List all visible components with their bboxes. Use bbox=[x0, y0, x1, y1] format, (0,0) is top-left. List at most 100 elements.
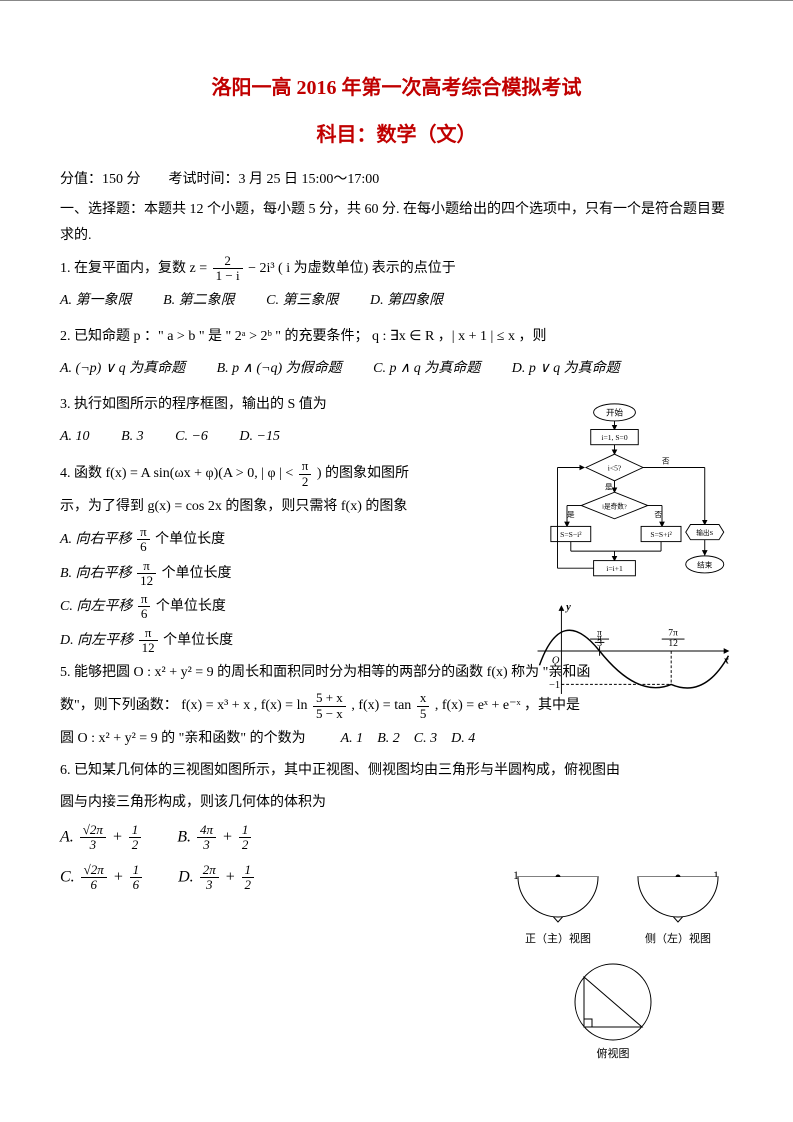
q4-stem-a: 4. 函数 f(x) = A sin(ωx + φ)(A > 0, | φ | … bbox=[60, 466, 293, 481]
q6d-f1: 2π3 bbox=[200, 863, 219, 893]
q2-opt-c: C. p ∧ q 为真命题 bbox=[373, 355, 480, 383]
q4b-post: 个单位长度 bbox=[162, 566, 232, 581]
q4a-frac: π6 bbox=[137, 525, 150, 555]
q6c-f1d: 6 bbox=[81, 878, 107, 892]
fc-no1: 否 bbox=[662, 457, 670, 466]
fc-cond1: i<5? bbox=[608, 463, 622, 472]
q2-opt-a: A. (¬p) ∨ q 为真命题 bbox=[60, 355, 185, 383]
q6c-f2n: 1 bbox=[130, 863, 143, 878]
sine-figure: y x O π π 3 7π 12 −1 bbox=[528, 596, 738, 706]
top-view-label: 俯视图 bbox=[597, 1046, 630, 1060]
q1-fraction: 2 1 − i bbox=[213, 254, 243, 284]
q4c-pre: C. 向左平移 bbox=[60, 599, 132, 614]
q6c-f2d: 6 bbox=[130, 878, 143, 892]
q5-l3: 圆 O : x² + y² = 9 的 "亲和函数" 的个数为 bbox=[60, 731, 306, 746]
side-view-label: 侧（左）视图 bbox=[645, 931, 711, 945]
q1-opt-b: B. 第二象限 bbox=[163, 287, 235, 315]
q6c-f2: 16 bbox=[130, 863, 143, 893]
q5-opt-a: A. 1 bbox=[341, 731, 364, 746]
q1-frac-den: 1 − i bbox=[213, 269, 243, 283]
q6c-pre: C. bbox=[60, 868, 75, 885]
q6a-f2: 12 bbox=[129, 823, 142, 853]
q5-f2-num: 5 + x bbox=[313, 691, 346, 706]
question-1: 1. 在复平面内，复数 z = 2 1 − i − 2i³ ( i 为虚数单位)… bbox=[60, 254, 733, 284]
q4d-post: 个单位长度 bbox=[163, 633, 233, 648]
question-5-line3: 圆 O : x² + y² = 9 的 "亲和函数" 的个数为 A. 1 B. … bbox=[60, 725, 733, 753]
q1-frac-num: 2 bbox=[213, 254, 243, 269]
q5-l2a: 数"，则下列函数： f(x) = x³ + x , f(x) = ln bbox=[60, 698, 307, 713]
q1-opt-c: C. 第三象限 bbox=[266, 287, 338, 315]
q6a-f1n: √2π bbox=[80, 823, 106, 838]
q6b-f1: 4π3 bbox=[197, 823, 216, 853]
q6a-mid: + bbox=[112, 828, 123, 845]
q3-opt-c: C. −6 bbox=[175, 423, 208, 451]
q4d-frac: π12 bbox=[139, 626, 158, 656]
q4d-pre: D. 向左平移 bbox=[60, 633, 133, 648]
q5-f2-den: 5 − x bbox=[313, 707, 346, 721]
exam-title: 洛阳一高 2016 年第一次高考综合模拟考试 bbox=[60, 71, 733, 100]
sine-y: y bbox=[564, 602, 571, 613]
q6-opt-a: A. √2π3 + 12 bbox=[60, 823, 143, 853]
q6c-f1: √2π6 bbox=[81, 863, 107, 893]
q2-opt-d: D. p ∨ q 为真命题 bbox=[512, 355, 620, 383]
exam-meta: 分值：150 分 考试时间：3 月 25 日 15:00～17:00 bbox=[60, 169, 733, 191]
sine-t1-den: 3 bbox=[590, 640, 609, 650]
q6a-f1d: 3 bbox=[80, 838, 106, 852]
fc-end: 结束 bbox=[697, 559, 713, 569]
q2-opt-b: B. p ∧ (¬q) 为假命题 bbox=[217, 355, 342, 383]
flowchart-figure: 开始 i=1, S=0 i<5? 是 i是奇数? 是 S=S−i² 否 S=S+… bbox=[548, 401, 738, 591]
sine-O: O bbox=[552, 655, 560, 666]
q5-opt-d: D. 4 bbox=[451, 731, 475, 746]
q4-frac-num: π bbox=[299, 459, 312, 474]
q4b-pre: B. 向右平移 bbox=[60, 566, 132, 581]
exam-page: 洛阳一高 2016 年第一次高考综合模拟考试 科目：数学（文） 分值：150 分… bbox=[0, 0, 793, 1122]
q3-opt-b: B. 3 bbox=[121, 423, 144, 451]
q6d-f1n: 2π bbox=[200, 863, 219, 878]
q6d-mid: + bbox=[225, 868, 236, 885]
q6b-f1n: 4π bbox=[197, 823, 216, 838]
q4-frac-den: 2 bbox=[299, 475, 312, 489]
q5-opt-b: B. 2 bbox=[377, 731, 400, 746]
sine-t2-den: 12 bbox=[662, 640, 685, 650]
q6c-mid: + bbox=[113, 868, 124, 885]
q4-frac: π 2 bbox=[299, 459, 312, 489]
q1-opt-d: D. 第四象限 bbox=[370, 287, 443, 315]
q6b-mid: + bbox=[222, 828, 233, 845]
q4-stem-b: ) 的图象如图所 bbox=[317, 466, 409, 481]
fc-out: 输出S bbox=[696, 528, 713, 537]
fc-yes1: 是 bbox=[605, 482, 613, 491]
q6a-f1: √2π3 bbox=[80, 823, 106, 853]
question-6-line2: 圆与内接三角形构成，则该几何体的体积为 bbox=[60, 789, 733, 817]
q6a-f2n: 1 bbox=[129, 823, 142, 838]
q5-f3: x5 bbox=[417, 691, 430, 721]
q6b-f2n: 1 bbox=[239, 823, 252, 838]
q4c-frac: π6 bbox=[138, 592, 151, 622]
q4c-post: 个单位长度 bbox=[156, 599, 226, 614]
q2-options: A. (¬p) ∨ q 为真命题 B. p ∧ (¬q) 为假命题 C. p ∧… bbox=[60, 355, 733, 383]
question-6-line1: 6. 已知某几何体的三视图如图所示，其中正视图、侧视图均由三角形与半圆构成，俯视… bbox=[60, 757, 733, 785]
fc-no2: 否 bbox=[654, 510, 662, 519]
fc-inc: i=i+1 bbox=[606, 564, 623, 573]
fc-boxL: S=S−i² bbox=[560, 530, 582, 539]
q1-opt-a: A. 第一象限 bbox=[60, 287, 132, 315]
q5-l2b: , f(x) = tan bbox=[351, 698, 411, 713]
q6c-f1n: √2π bbox=[81, 863, 107, 878]
q5-f3-num: x bbox=[417, 691, 430, 706]
q4a-pre: A. 向右平移 bbox=[60, 532, 132, 547]
section-1-instructions: 一、选择题：本题共 12 个小题，每小题 5 分，共 60 分. 在每小题给出的… bbox=[60, 197, 733, 247]
front-view-label: 正（主）视图 bbox=[525, 931, 591, 945]
q6d-f1d: 3 bbox=[200, 878, 219, 892]
q6b-f2: 12 bbox=[239, 823, 252, 853]
q6b-pre: B. bbox=[177, 828, 191, 845]
q4a-num: π bbox=[137, 525, 150, 540]
question-2: 2. 已知命题 p ：" a > b " 是 " 2ᵃ > 2ᵇ " 的充要条件… bbox=[60, 323, 733, 351]
q6d-f2d: 2 bbox=[242, 878, 255, 892]
three-views-figure: 1 正（主）视图 1 侧（左）视图 俯视图 bbox=[488, 867, 738, 1067]
q4b-frac: π12 bbox=[137, 559, 156, 589]
q6-opt-c: C. √2π6 + 16 bbox=[60, 863, 144, 893]
q6b-f1d: 3 bbox=[197, 838, 216, 852]
q6d-pre: D. bbox=[178, 868, 194, 885]
q3-opt-a: A. 10 bbox=[60, 423, 90, 451]
q6d-f2n: 1 bbox=[242, 863, 255, 878]
q4b-num: π bbox=[137, 559, 156, 574]
